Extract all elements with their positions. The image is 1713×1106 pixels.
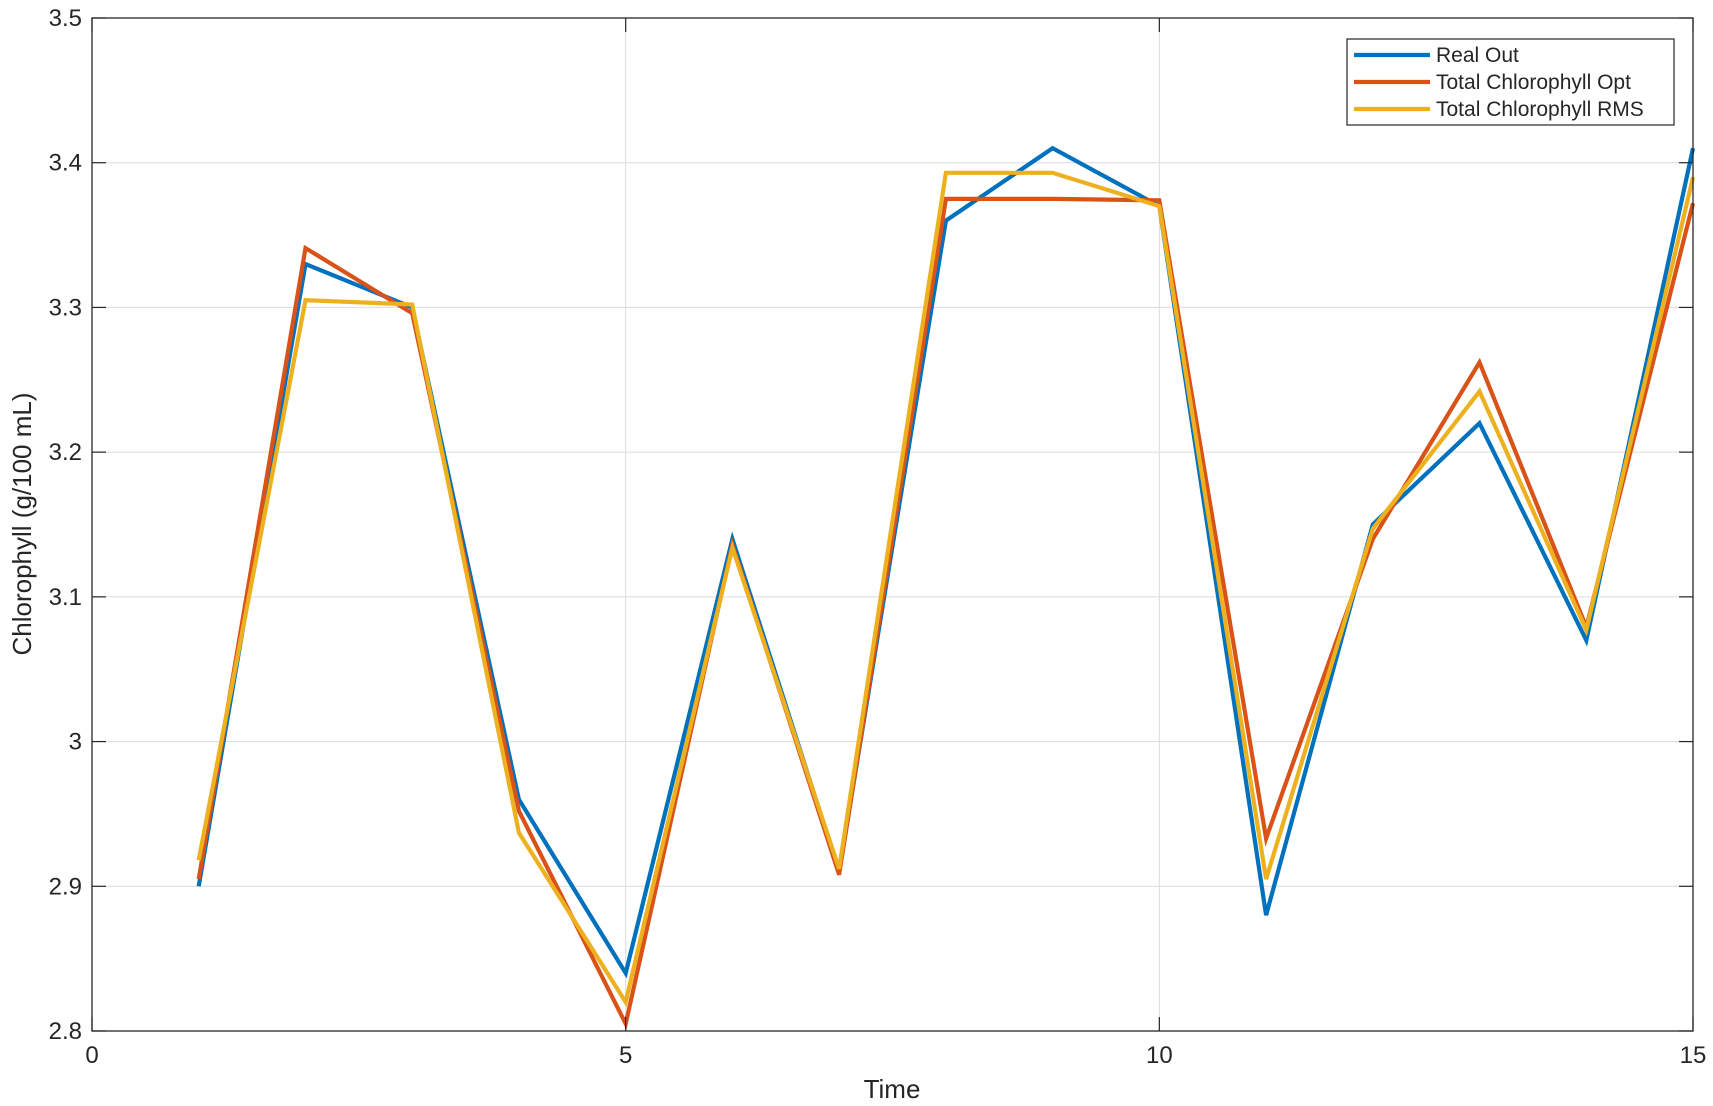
y-tick-label: 2.8	[49, 1018, 82, 1045]
axis-ticks	[91, 17, 1694, 1032]
x-tick-label: 5	[619, 1042, 632, 1069]
y-tick-label: 2.9	[49, 873, 82, 900]
x-tick-label: 10	[1146, 1042, 1173, 1069]
x-axis-title: Time	[864, 1074, 921, 1104]
y-tick-label: 3.5	[49, 5, 82, 32]
x-tick-label: 15	[1680, 1042, 1707, 1069]
plot-frame	[91, 17, 1694, 1032]
series-lines	[196, 145, 1696, 1031]
y-tick-label: 3.3	[49, 294, 82, 321]
y-axis-title: Chlorophyll (g/100 mL)	[7, 392, 37, 655]
y-tick-labels: 2.8 2.9 3 3.1 3.2 3.3 3.4 3.5	[49, 5, 82, 1045]
series-line	[196, 170, 1696, 1008]
y-tick-label: 3.2	[49, 439, 82, 466]
x-tick-labels: 0 5 10 15	[85, 1042, 1706, 1069]
y-tick-label: 3	[69, 729, 82, 756]
legend-label: Real Out	[1436, 44, 1519, 67]
y-tick-label: 3.4	[49, 150, 82, 177]
x-tick-label: 0	[85, 1042, 98, 1069]
y-tick-label: 3.1	[49, 584, 82, 611]
legend: Real Out Total Chlorophyll Opt Total Chlor…	[1346, 38, 1675, 126]
legend-label: Total Chlorophyll Opt	[1436, 71, 1631, 94]
legend-label: Total Chlorophyll RMS	[1436, 98, 1644, 121]
